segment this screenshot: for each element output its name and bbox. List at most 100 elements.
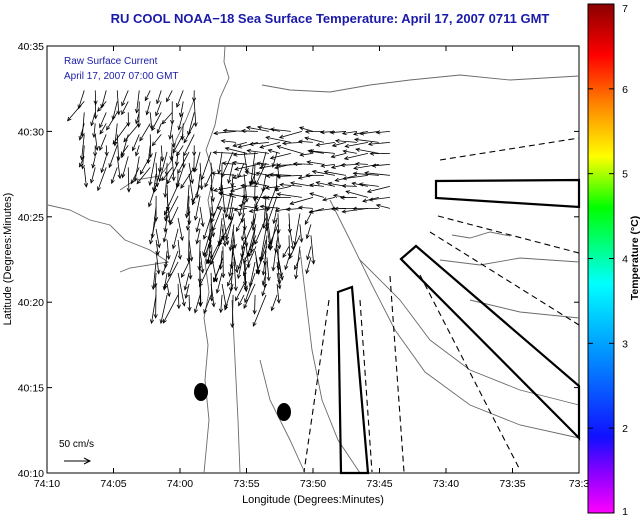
current-vector (341, 183, 357, 189)
current-vector (265, 135, 291, 143)
current-vector (178, 101, 184, 118)
current-vector (366, 186, 390, 194)
current-vector (233, 207, 247, 212)
colorbar-tick-label: 1 (622, 506, 628, 518)
contour-1 (329, 199, 580, 439)
current-vector (147, 184, 157, 208)
contour-6 (259, 359, 306, 474)
current-vector (67, 101, 85, 122)
current-vector (184, 283, 190, 300)
current-vector (297, 139, 313, 144)
current-vector (255, 246, 268, 275)
current-vector (172, 134, 184, 154)
current-vector (355, 147, 379, 154)
current-vector (199, 250, 205, 274)
colorbar-tick-label: 2 (622, 423, 628, 435)
bay-shore-south (47, 204, 170, 273)
current-vector (210, 217, 216, 238)
current-vector (281, 141, 302, 146)
x-tick-label: 74:05 (100, 478, 126, 490)
colorbar-tick-label: 6 (622, 84, 628, 96)
current-vector (282, 246, 290, 259)
current-vector (171, 156, 176, 182)
current-vector (353, 137, 379, 143)
current-vector (375, 130, 390, 135)
current-vector (232, 175, 247, 180)
annotation-line-1: Raw Surface Current (64, 56, 158, 67)
current-vector (155, 162, 160, 188)
current-vector (220, 139, 236, 144)
current-vector (218, 173, 223, 192)
current-vector (99, 112, 107, 129)
current-vector (309, 183, 324, 188)
current-vector (358, 182, 379, 187)
current-vector (243, 235, 257, 264)
current-vector (106, 112, 118, 131)
current-vector (255, 171, 269, 176)
current-vector (304, 129, 324, 134)
current-vector (331, 142, 346, 148)
land-east (261, 74, 580, 93)
current-vector (248, 180, 269, 187)
current-vector (221, 283, 228, 309)
radar-beams (303, 137, 581, 475)
current-vector (162, 228, 168, 243)
current-vector (195, 228, 201, 245)
current-vector (177, 217, 184, 242)
current-vector (232, 228, 237, 249)
current-vector (100, 90, 107, 109)
current-vector (292, 161, 313, 166)
scale-arrow (64, 457, 92, 465)
current-vector (323, 170, 346, 176)
y-tick-label: 40:25 (18, 212, 44, 224)
current-vector (215, 272, 223, 294)
current-vector (342, 149, 357, 154)
current-vector (136, 167, 151, 185)
current-vector (278, 131, 302, 139)
current-vector (270, 294, 278, 312)
current-vector (177, 272, 186, 307)
current-vector (264, 195, 291, 200)
current-vector (255, 257, 260, 276)
current-vector (183, 272, 190, 291)
current-vector (167, 250, 179, 278)
current-vector (245, 125, 269, 132)
x-axis: 74:10 74:05 74:00 73:55 73:50 73:45 73:40 73:35… (34, 46, 590, 490)
x-tick-label: 73:3 (569, 478, 590, 490)
current-vector (133, 156, 140, 182)
current-vector (298, 126, 314, 132)
current-vector (238, 294, 245, 307)
current-vector (227, 272, 234, 287)
current-vector (264, 185, 280, 190)
current-vector (240, 183, 258, 188)
current-vector (187, 294, 192, 312)
current-vector (276, 213, 281, 234)
current-vector (181, 261, 190, 278)
current-vector (176, 283, 181, 310)
current-vector (151, 112, 162, 132)
current-vector (233, 257, 238, 292)
current-vector (163, 217, 168, 233)
current-vector (139, 123, 151, 142)
current-vector (112, 123, 129, 145)
current-vector (221, 161, 236, 166)
current-vector (299, 152, 313, 157)
y-axis: 40:35 40:30 40:25 40:20 40:15 40:10 (18, 41, 579, 480)
current-vector (193, 195, 201, 221)
current-vector (161, 112, 173, 125)
x-tick-label: 74:00 (167, 478, 193, 490)
current-vector (120, 145, 129, 157)
current-vector (162, 272, 168, 291)
current-vector (193, 294, 201, 314)
current-vector (153, 283, 158, 319)
current-vector (345, 190, 368, 198)
current-vector (310, 235, 316, 265)
current-vector (255, 161, 269, 166)
current-vector (244, 170, 259, 176)
current-vector (309, 149, 335, 154)
current-vector (261, 272, 267, 286)
coastline-ocean-side (231, 299, 241, 474)
current-vector (243, 257, 248, 291)
surface-current-vectors (67, 90, 390, 329)
current-vector (225, 213, 235, 242)
